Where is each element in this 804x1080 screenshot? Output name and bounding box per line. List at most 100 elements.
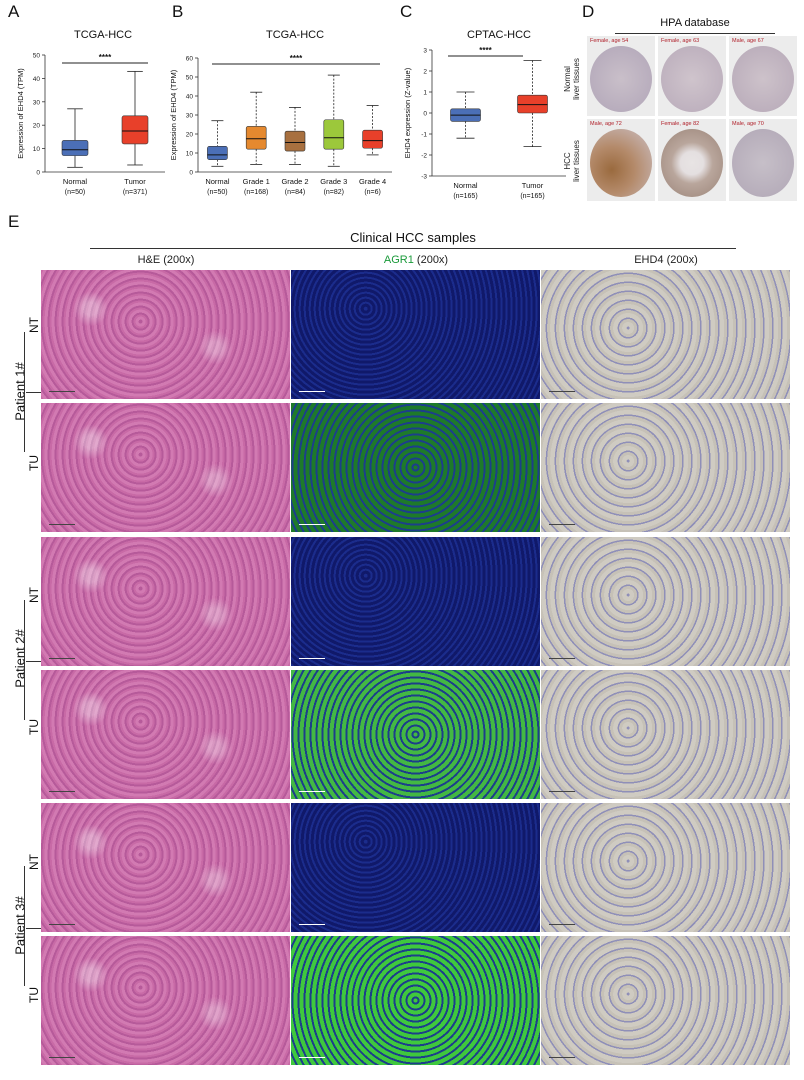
box-iqr bbox=[362, 129, 383, 149]
micrograph-ehd4-patient1-tu bbox=[541, 403, 790, 532]
micrograph-ehd4-patient1-nt bbox=[541, 270, 790, 399]
y-tick-label: 40 bbox=[186, 94, 194, 101]
scale-bar bbox=[49, 658, 75, 659]
x-category-count: (n=84) bbox=[285, 189, 305, 196]
nt-label-3: NT bbox=[27, 854, 41, 870]
patient-label-3: Patient 3# bbox=[12, 896, 28, 955]
hpa-row-label-normal-l2: liver tissues bbox=[572, 58, 581, 100]
box-iqr bbox=[323, 119, 345, 150]
patient-label-2: Patient 2# bbox=[12, 629, 28, 688]
box-iqr bbox=[207, 146, 228, 160]
scale-bar bbox=[299, 524, 325, 525]
micrograph-he-patient2-tu bbox=[41, 670, 290, 799]
micrograph-agr1-patient3-tu bbox=[291, 936, 540, 1065]
scale-bar bbox=[49, 391, 75, 392]
box-iqr bbox=[245, 126, 267, 150]
panel-letter-b: B bbox=[172, 2, 184, 21]
hpa-caption: Male, age 67 bbox=[732, 38, 764, 44]
y-axis-label: Expression of EHD4 (TPM) bbox=[169, 69, 178, 160]
x-category-count: (n=50) bbox=[207, 189, 227, 196]
x-category-count: (n=371) bbox=[123, 189, 147, 196]
scale-bar bbox=[549, 391, 575, 392]
chart-title: CPTAC-HCC bbox=[467, 29, 531, 41]
hpa-caption: Female, age 63 bbox=[661, 38, 700, 44]
micrograph-agr1-patient2-nt bbox=[291, 537, 540, 666]
x-category-count: (n=168) bbox=[244, 189, 268, 196]
hpa-caption: Female, age 54 bbox=[590, 38, 629, 44]
y-tick-label: 50 bbox=[186, 75, 194, 82]
micrograph-ehd4-patient3-nt bbox=[541, 803, 790, 932]
y-tick-label: 0 bbox=[189, 170, 193, 177]
y-tick-label: 3 bbox=[423, 48, 427, 55]
box-iqr bbox=[121, 115, 149, 145]
patient-1-bracket bbox=[24, 332, 25, 452]
hpa-tile-normal-2: Female, age 63 bbox=[658, 36, 726, 116]
scale-bar bbox=[549, 658, 575, 659]
scale-bar bbox=[299, 1057, 325, 1058]
hpa-tile-normal-3: Male, age 67 bbox=[729, 36, 797, 116]
tissue-core-image bbox=[732, 129, 794, 197]
micrograph-ehd4-patient2-nt bbox=[541, 537, 790, 666]
boxplot-panel-b: TCGA-HCC 0 10 20 30 40 50 60 Expression of EHD4 … bbox=[169, 29, 392, 196]
tissue-core-image bbox=[590, 46, 652, 112]
micrograph-he-patient1-nt bbox=[41, 270, 290, 399]
nt-label-1: NT bbox=[27, 317, 41, 333]
panel-letter-d: D bbox=[582, 2, 595, 21]
agr1-name: AGR1 bbox=[383, 254, 414, 266]
micrograph-ehd4-patient2-tu bbox=[541, 670, 790, 799]
tu-label-1: TU bbox=[27, 455, 41, 471]
significance-stars: **** bbox=[290, 54, 303, 63]
y-tick-label: 10 bbox=[186, 151, 194, 158]
y-tick-label: 10 bbox=[33, 146, 41, 153]
micrograph-he-patient3-nt bbox=[41, 803, 290, 932]
scale-bar bbox=[549, 1057, 575, 1058]
micrograph-he-patient2-nt bbox=[41, 537, 290, 666]
micrograph-agr1-patient3-nt bbox=[291, 803, 540, 932]
hpa-tile-hcc-1: Male, age 72 bbox=[587, 119, 655, 201]
chart-title: TCGA-HCC bbox=[74, 29, 132, 41]
hpa-row-label-hcc-l1: HCC bbox=[563, 152, 572, 170]
micrograph-he-patient3-tu bbox=[41, 936, 290, 1065]
x-category-label: Normal bbox=[205, 177, 230, 186]
tu-label-2: TU bbox=[27, 719, 41, 735]
y-tick-label: 2 bbox=[423, 69, 427, 76]
y-tick-label: 20 bbox=[186, 132, 194, 139]
y-tick-label: 0 bbox=[423, 111, 427, 118]
panel-letter-c: C bbox=[400, 2, 413, 21]
micrograph-ehd4-patient3-tu bbox=[541, 936, 790, 1065]
x-category-label: Normal bbox=[453, 181, 478, 190]
y-tick-label: 20 bbox=[33, 123, 41, 130]
scale-bar bbox=[49, 1057, 75, 1058]
x-category-count: (n=165) bbox=[520, 193, 544, 200]
significance-stars: **** bbox=[479, 46, 492, 55]
micrograph-agr1-patient1-nt bbox=[291, 270, 540, 399]
nt-tu-divider-2 bbox=[26, 661, 42, 662]
patient-2-bracket bbox=[24, 600, 25, 720]
nt-tu-divider-1 bbox=[26, 392, 42, 393]
scale-bar bbox=[549, 524, 575, 525]
hpa-tile-hcc-2: Female, age 82 bbox=[658, 119, 726, 201]
y-axis-label: Expression of EHD4 (TPM) bbox=[16, 68, 25, 159]
tissue-core-image bbox=[732, 46, 794, 112]
boxplot-panel-a: TCGA-HCC 0 10 20 30 40 50 Expression of EHD4 (T… bbox=[16, 29, 165, 196]
x-category-label: Tumor bbox=[124, 177, 146, 186]
y-tick-label: 50 bbox=[33, 53, 41, 60]
scale-bar bbox=[299, 391, 325, 392]
agr1-suffix: (200x) bbox=[413, 254, 449, 266]
hpa-tile-normal-1: Female, age 54 bbox=[587, 36, 655, 116]
scale-bar bbox=[49, 924, 75, 925]
x-category-count: (n=50) bbox=[65, 189, 85, 196]
x-category-label: Normal bbox=[63, 177, 88, 186]
hpa-caption: Male, age 70 bbox=[732, 121, 764, 127]
scale-bar bbox=[299, 924, 325, 925]
micrograph-agr1-patient1-tu bbox=[291, 403, 540, 532]
x-category-label: Tumor bbox=[522, 181, 544, 190]
y-tick-label: -3 bbox=[421, 174, 427, 181]
tissue-core-image bbox=[661, 129, 723, 197]
clinical-samples-title: Clinical HCC samples bbox=[350, 230, 476, 245]
y-tick-label: 30 bbox=[186, 113, 194, 120]
patient-3-bracket bbox=[24, 866, 25, 986]
hpa-row-label-hcc-l2: liver tissues bbox=[572, 140, 581, 182]
column-title-he: H&E (200x) bbox=[137, 254, 195, 266]
y-axis-label: EHD4 expression (Z-value) bbox=[403, 67, 412, 158]
